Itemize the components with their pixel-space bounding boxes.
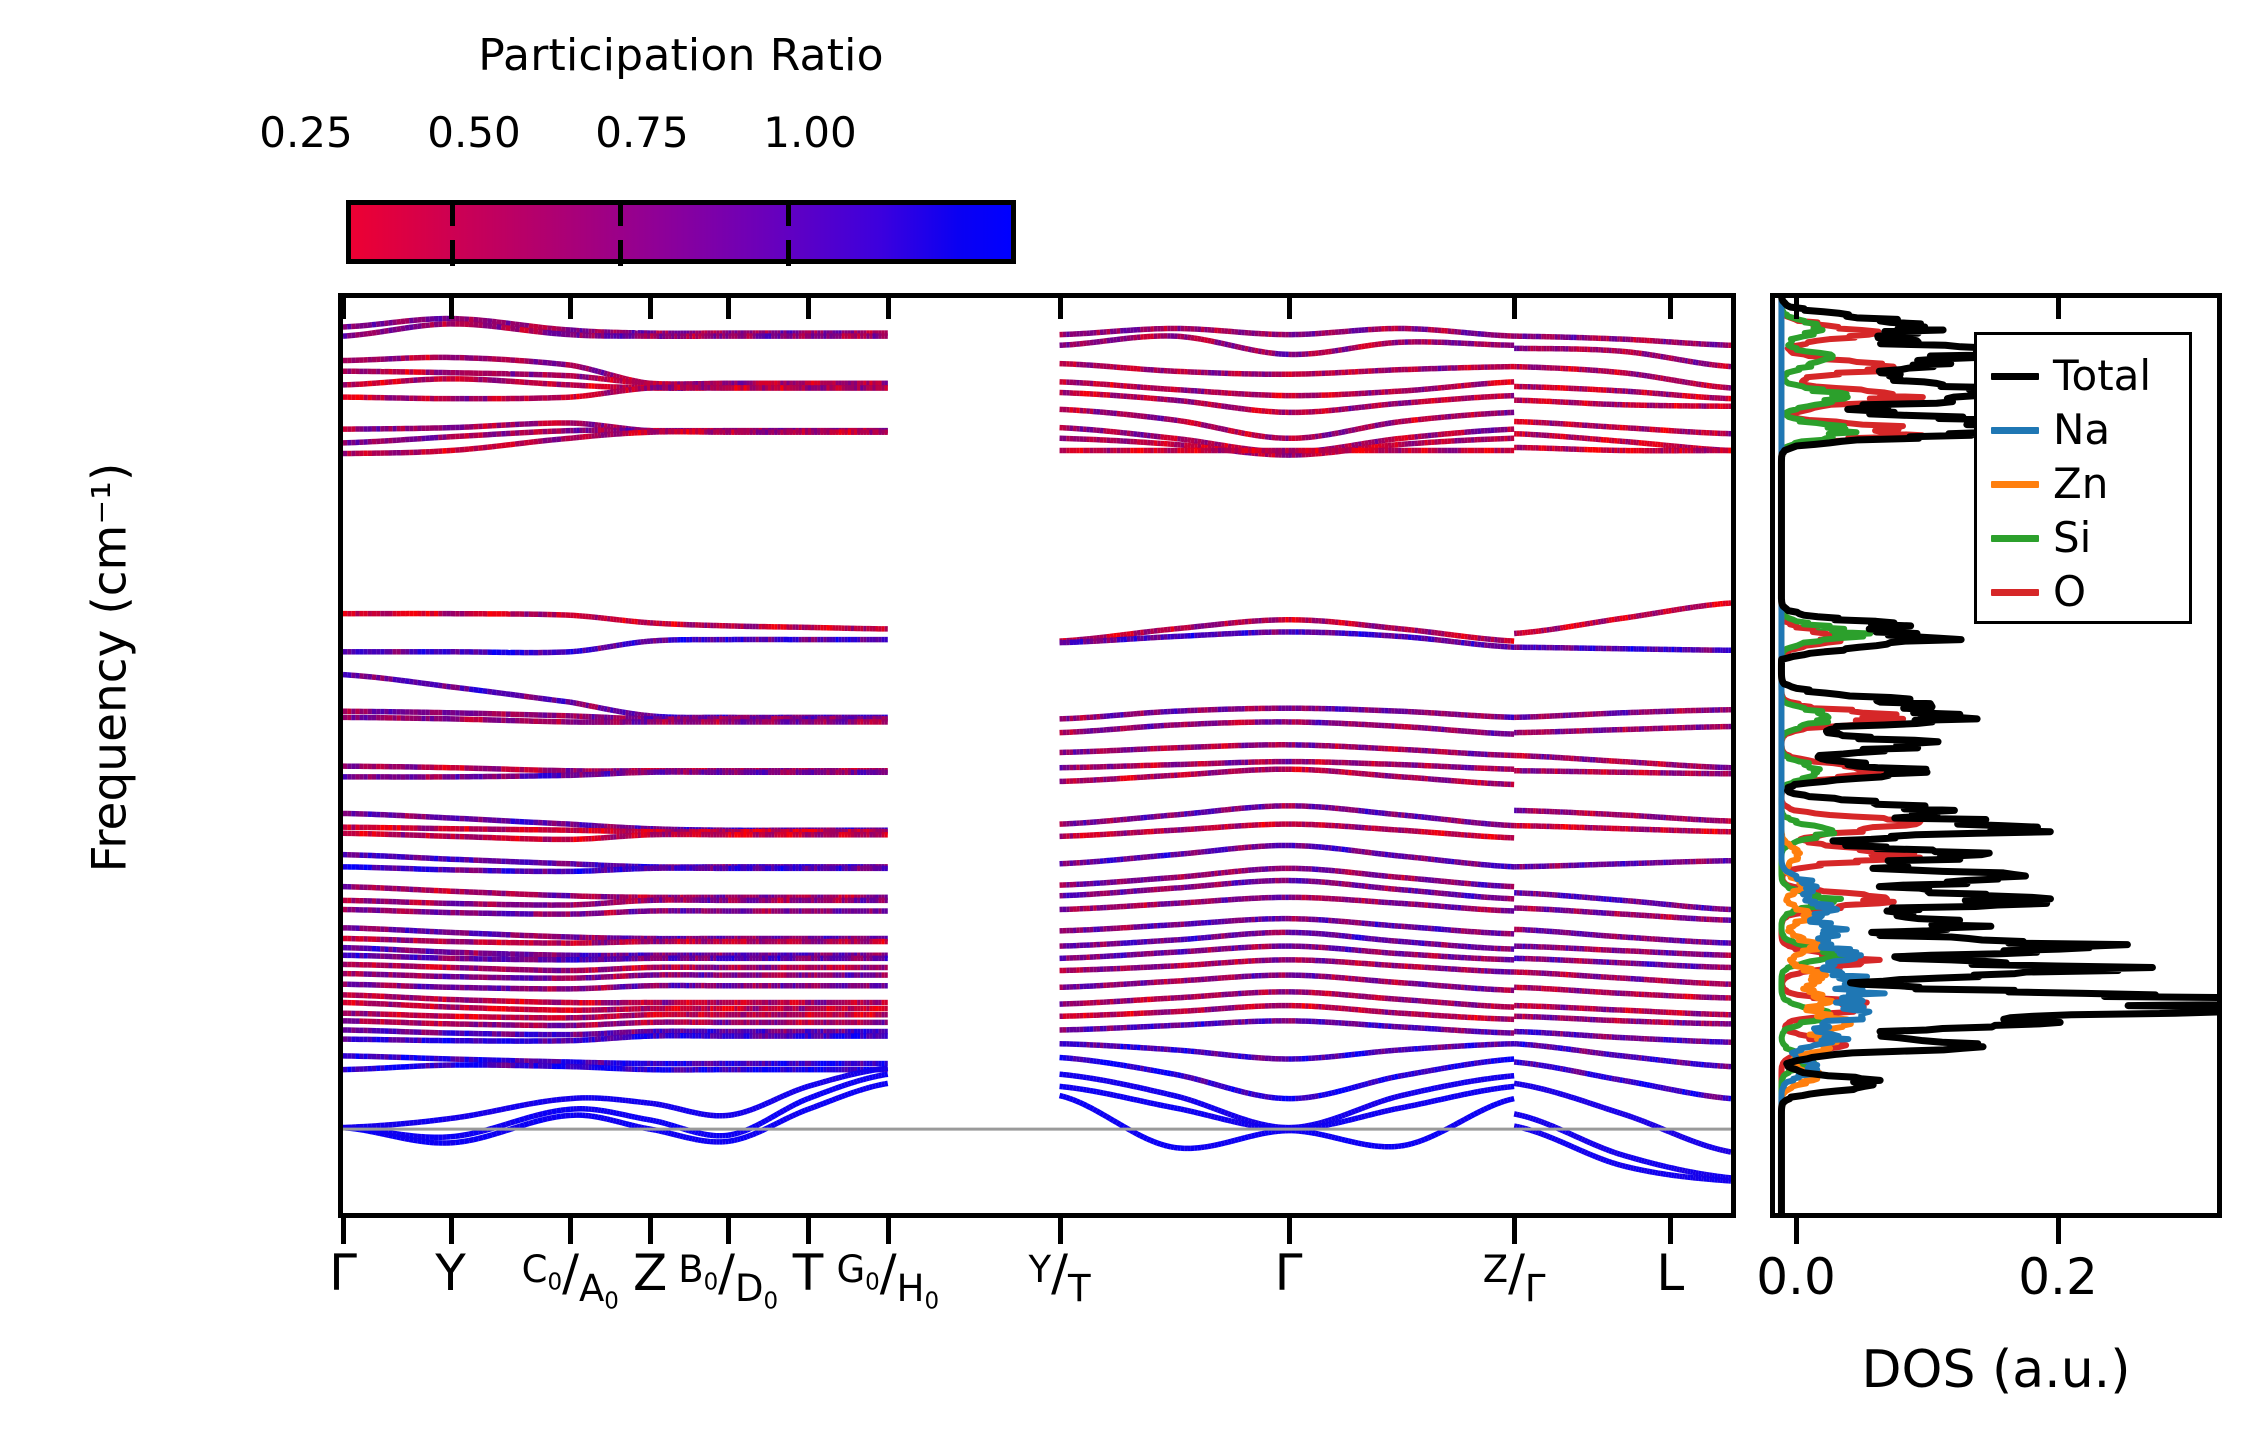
dos-plot <box>1777 298 2217 1213</box>
x-tick-10 <box>1668 1218 1674 1244</box>
dos-x-tick-label-0: 0.0 <box>1756 1248 1836 1306</box>
y-axis-label: Frequency (cm⁻¹) <box>82 462 138 873</box>
x-tick-4 <box>726 1218 732 1244</box>
x-tick-label-8: Γ <box>1274 1244 1303 1302</box>
legend-item-o[interactable]: O <box>1977 565 2189 619</box>
colorbar-tick-label-2: 0.75 <box>595 108 689 157</box>
x-tick-top-6 <box>885 293 891 319</box>
x-tick-label-3: Z <box>632 1244 668 1302</box>
dos-curve-total <box>1777 298 2217 1213</box>
dos-x-tick-label-02: 0.2 <box>2018 1248 2098 1306</box>
legend-swatch-na <box>1991 426 2039 434</box>
x-tick-label-5: T <box>792 1244 824 1302</box>
colorbar-tick-1 <box>618 200 623 226</box>
dos-x-tick-top-0 <box>1794 293 1799 319</box>
x-tick-2 <box>568 1218 574 1244</box>
legend-label-si: Si <box>2053 513 2092 562</box>
legend-item-si[interactable]: Si <box>1977 511 2189 565</box>
x-tick-3 <box>648 1218 654 1244</box>
x-tick-top-0 <box>341 293 346 319</box>
dos-axis-title: DOS (a.u.) <box>1861 1340 2131 1400</box>
x-tick-1 <box>448 1218 454 1244</box>
x-tick-label-0: Γ <box>329 1244 357 1302</box>
legend-label-zn: Zn <box>2053 459 2109 508</box>
legend-item-na[interactable]: Na <box>1977 403 2189 457</box>
band-structure-axes <box>338 293 1736 1218</box>
x-tick-top-4 <box>726 293 732 319</box>
x-tick-6 <box>885 1218 891 1244</box>
colorbar-tick-2b <box>786 240 791 266</box>
dos-x-tick-02 <box>2056 1218 2061 1244</box>
legend-swatch-zn <box>1991 480 2039 488</box>
x-tick-label-4: B0/D0 <box>678 1244 779 1315</box>
colorbar-title: Participation Ratio <box>478 30 884 81</box>
x-tick-8 <box>1286 1218 1292 1244</box>
x-tick-7 <box>1057 1218 1063 1244</box>
participation-ratio-colorbar <box>346 200 1016 264</box>
x-tick-label-6: G0/H0 <box>836 1244 940 1315</box>
legend-label-o: O <box>2053 567 2087 616</box>
colorbar-tick-2 <box>786 200 791 226</box>
x-tick-5 <box>805 1218 811 1244</box>
legend-label-total: Total <box>2053 351 2152 400</box>
x-tick-top-7 <box>1057 293 1063 319</box>
x-tick-label-2: C0/A0 <box>521 1244 619 1315</box>
x-tick-0 <box>341 1218 346 1244</box>
x-tick-top-1 <box>448 293 454 319</box>
x-tick-top-8 <box>1286 293 1292 319</box>
x-tick-top-5 <box>805 293 811 319</box>
colorbar-tick-0b <box>450 240 455 266</box>
x-tick-top-10 <box>1668 293 1674 319</box>
legend-item-zn[interactable]: Zn <box>1977 457 2189 511</box>
dos-legend: Total Na Zn Si O <box>1974 332 2192 624</box>
legend-item-total[interactable]: Total <box>1977 349 2189 403</box>
dos-x-tick-top-02 <box>2056 293 2061 319</box>
x-tick-top-2 <box>568 293 574 319</box>
legend-swatch-o <box>1991 588 2039 596</box>
x-tick-label-7: Y/T <box>1028 1244 1091 1311</box>
colorbar-tick-0 <box>450 200 455 226</box>
legend-swatch-total <box>1991 372 2039 380</box>
dos-x-tick-0 <box>1794 1218 1799 1244</box>
legend-label-na: Na <box>2053 405 2111 454</box>
colorbar-tick-label-3: 1.00 <box>763 108 857 157</box>
x-tick-label-1: Y <box>435 1244 466 1302</box>
x-tick-label-10: L <box>1656 1244 1685 1302</box>
x-tick-label-9: Z/Γ <box>1482 1244 1546 1311</box>
colorbar-tick-1b <box>618 240 623 266</box>
legend-swatch-si <box>1991 534 2039 542</box>
x-tick-9 <box>1512 1218 1518 1244</box>
x-tick-top-3 <box>648 293 654 319</box>
x-tick-top-9 <box>1512 293 1518 319</box>
band-structure-plot <box>343 315 1731 1184</box>
colorbar-tick-label-1: 0.50 <box>427 108 521 157</box>
colorbar-tick-label-0: 0.25 <box>259 108 353 157</box>
